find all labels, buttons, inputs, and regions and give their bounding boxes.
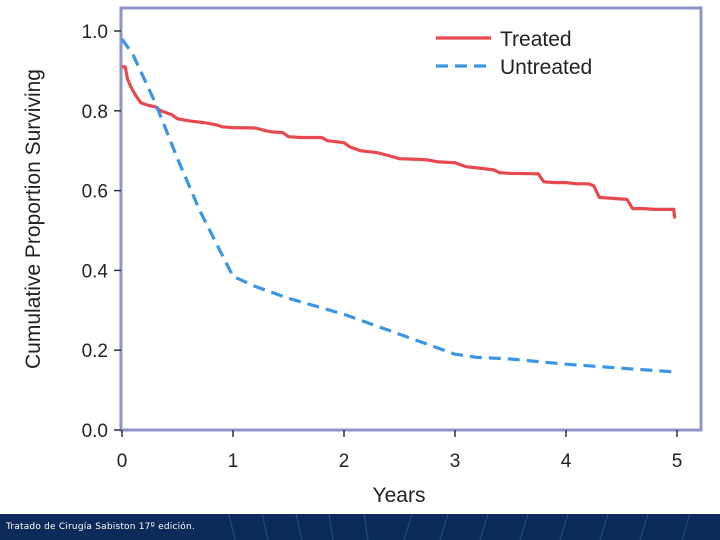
y-tick-label: 0.6: [82, 182, 108, 203]
series-lines: [120, 38, 678, 374]
y-tick-label: 0.2: [82, 341, 108, 362]
x-tick-label: 2: [339, 451, 350, 472]
y-tick-label: 1.0: [82, 22, 108, 43]
y-tick-label: 0.4: [82, 261, 109, 282]
footer-bar: Tratado de Cirugía Sabiston 17º edición.: [0, 514, 720, 540]
y-axis-label: Cumulative Proportion Surviving: [22, 69, 45, 369]
x-axis: 0 1 2 3 4 5: [117, 430, 683, 472]
survival-chart: 0.0 0.2 0.4 0.6 0.8 1.0 0 1 2 3 4 5 Treated Untreat…: [22, 6, 703, 507]
x-tick-label: 4: [561, 451, 572, 472]
plot-area: [119, 6, 703, 432]
x-tick-label: 3: [450, 451, 461, 472]
x-tick-label: 5: [672, 451, 683, 472]
y-axis: 0.0 0.2 0.4 0.6 0.8 1.0: [82, 22, 121, 442]
legend-label-untreated: Untreated: [500, 56, 592, 79]
y-tick-label: 0.0: [82, 421, 108, 442]
legend-label-treated: Treated: [500, 28, 572, 51]
series-line-untreated: [120, 38, 678, 374]
footer-decoration: [228, 514, 691, 540]
x-tick-label: 0: [117, 451, 128, 472]
footer-caption: Tratado de Cirugía Sabiston 17º edición.: [6, 522, 195, 532]
legend: Treated Untreated: [436, 28, 592, 79]
x-axis-label: Years: [373, 484, 426, 507]
x-tick-label: 1: [228, 451, 239, 472]
series-line-treated: [122, 65, 677, 219]
y-tick-label: 0.8: [82, 102, 108, 123]
